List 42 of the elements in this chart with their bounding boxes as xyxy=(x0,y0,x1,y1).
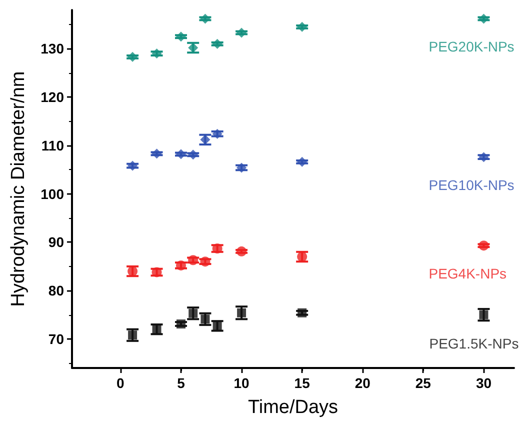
series-label: PEG10K-NPs xyxy=(428,177,514,194)
point xyxy=(212,38,222,49)
point xyxy=(479,310,488,320)
x-tick-label: 20 xyxy=(354,375,371,391)
point xyxy=(152,48,162,59)
y-tick-label: 80 xyxy=(48,282,64,299)
point xyxy=(478,14,489,24)
point xyxy=(152,324,162,334)
point xyxy=(297,156,308,167)
point xyxy=(200,14,210,24)
y-tick-label: 110 xyxy=(41,137,64,154)
y-tick-label: 100 xyxy=(40,186,64,202)
point xyxy=(152,148,162,159)
point xyxy=(128,52,138,62)
x-tick-label: 0 xyxy=(116,375,125,391)
x-axis-title: Time/Days xyxy=(248,397,338,418)
series-label: PEG1.5K-NPs xyxy=(429,335,519,352)
point xyxy=(152,267,162,278)
point xyxy=(212,244,222,254)
series-label: PEG4K-NPs xyxy=(428,266,507,282)
y-tick-label: 90 xyxy=(48,234,64,250)
point xyxy=(478,152,489,162)
y-tick-label: 70 xyxy=(48,330,64,347)
point xyxy=(236,162,247,173)
x-tick-label: 10 xyxy=(234,375,250,391)
series-label: PEG20K-NPs xyxy=(428,38,514,55)
point xyxy=(297,22,308,32)
y-tick-label: 130 xyxy=(40,40,64,57)
point xyxy=(188,308,198,318)
x-tick-label: 15 xyxy=(294,375,310,391)
x-tick-label: 5 xyxy=(177,375,186,391)
point xyxy=(478,240,489,251)
y-tick-label: 120 xyxy=(40,89,64,106)
point xyxy=(236,246,247,256)
x-tick-label: 25 xyxy=(415,375,432,391)
point xyxy=(128,330,138,340)
x-tick-label: 30 xyxy=(476,375,492,391)
point xyxy=(298,308,307,318)
point xyxy=(176,32,186,42)
point xyxy=(236,28,247,38)
y-axis-title: Hydrodynamic Diameter/nm xyxy=(8,71,29,307)
point xyxy=(237,308,246,318)
